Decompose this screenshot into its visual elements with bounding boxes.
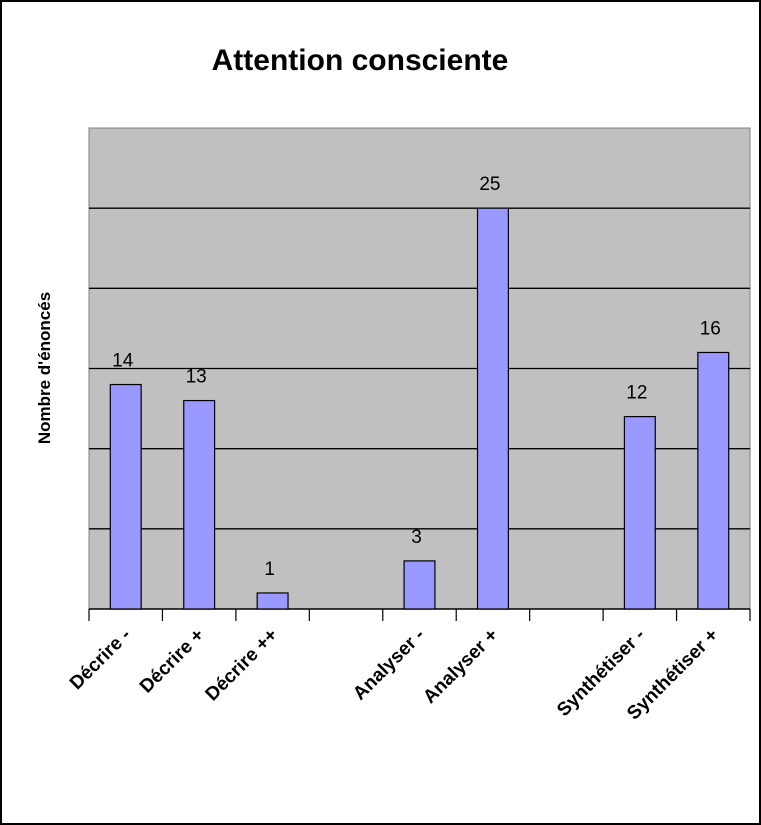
bar [697,351,730,610]
bar [403,560,436,610]
bar [256,592,289,610]
bar [109,383,142,610]
x-tick-label: Décrire + [136,625,209,698]
bar [623,416,656,610]
data-label: 12 [626,383,647,404]
x-tick-label: Analyser + [419,625,502,708]
x-tick-label: Analyser - [349,625,429,705]
data-label: 1 [264,559,275,580]
chart-title: Attention consciente [212,44,509,77]
x-tick-label: Décrire - [66,625,135,694]
x-tick-label: Décrire ++ [202,625,283,706]
data-label: 16 [700,318,721,339]
data-label: 13 [186,367,207,388]
plot-area: 14 Décrire - 13 Décrire + 1 Décrire ++ 3 Analys… [66,127,751,724]
data-label: 14 [112,351,134,372]
y-axis-label: Nombre d'énoncés [35,292,54,444]
data-label: 3 [411,527,422,548]
bar [183,399,216,610]
data-label: 25 [479,174,500,195]
bar [476,207,509,610]
